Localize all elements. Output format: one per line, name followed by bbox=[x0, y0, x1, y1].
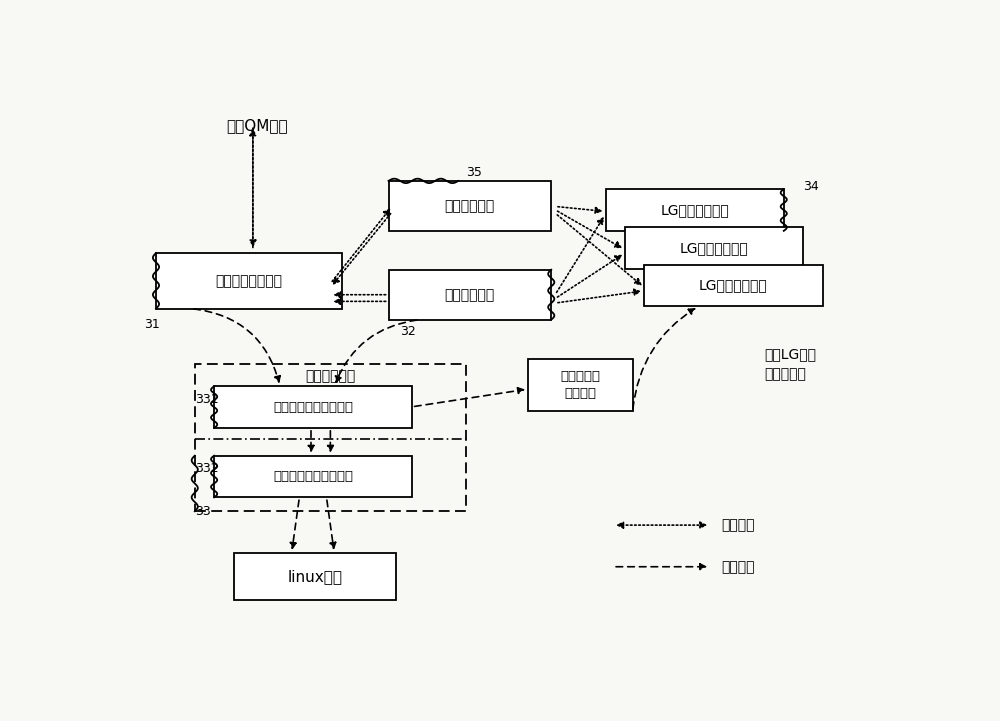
Text: 35: 35 bbox=[466, 166, 482, 179]
Text: 内核适配模块: 内核适配模块 bbox=[305, 369, 356, 384]
Text: 33: 33 bbox=[195, 505, 210, 518]
Text: 32: 32 bbox=[400, 325, 416, 338]
Text: 用户态的内核适配模块: 用户态的内核适配模块 bbox=[273, 401, 353, 414]
Text: 函数接口: 函数接口 bbox=[722, 559, 755, 574]
Text: linux内核: linux内核 bbox=[287, 569, 342, 584]
Bar bbox=[388, 181, 551, 231]
Bar bbox=[388, 270, 551, 319]
Bar bbox=[214, 456, 412, 497]
Text: 内核态的内核适配模块: 内核态的内核适配模块 bbox=[273, 470, 353, 483]
Text: 34: 34 bbox=[803, 180, 819, 193]
Bar bbox=[528, 358, 633, 411]
Text: LG实例管理模块: LG实例管理模块 bbox=[660, 203, 729, 217]
Bar bbox=[234, 553, 396, 600]
Text: LG实例管理模块: LG实例管理模块 bbox=[699, 278, 768, 293]
Text: 消息接口: 消息接口 bbox=[722, 518, 755, 532]
Text: 332: 332 bbox=[195, 462, 218, 475]
Text: 调整LG实例
的调度行为: 调整LG实例 的调度行为 bbox=[764, 348, 816, 381]
Text: 331: 331 bbox=[195, 392, 218, 406]
Text: 产品OM模块: 产品OM模块 bbox=[226, 118, 288, 133]
Text: 配置与初始化模块: 配置与初始化模块 bbox=[216, 274, 283, 288]
Bar bbox=[644, 265, 822, 306]
Text: LG实例管理模块: LG实例管理模块 bbox=[680, 241, 748, 255]
Bar bbox=[195, 364, 466, 511]
Bar bbox=[625, 227, 803, 269]
Bar bbox=[606, 189, 784, 231]
Text: 状态监控模块: 状态监控模块 bbox=[445, 199, 495, 213]
Text: 自研的用户
态调度器: 自研的用户 态调度器 bbox=[560, 370, 600, 400]
Text: 31: 31 bbox=[144, 318, 160, 331]
Text: 资源分配模块: 资源分配模块 bbox=[445, 288, 495, 301]
Bar bbox=[156, 253, 342, 309]
Bar bbox=[214, 386, 412, 428]
